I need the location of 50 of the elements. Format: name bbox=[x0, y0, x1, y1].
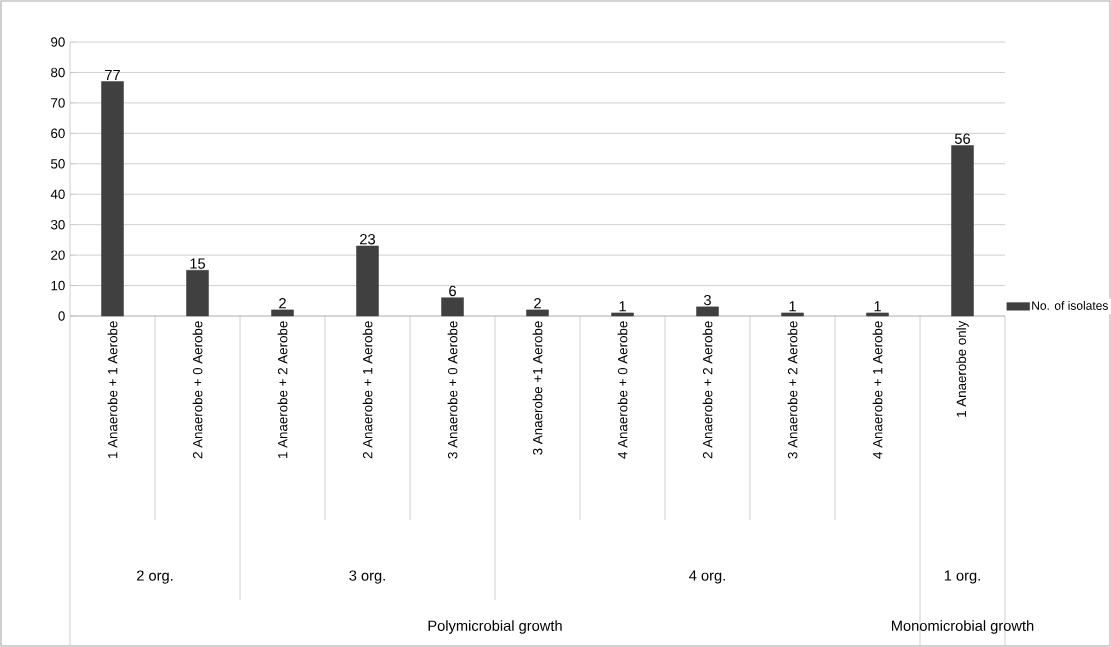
bar bbox=[781, 312, 804, 317]
text: 1 org. bbox=[944, 570, 980, 584]
y-tick-label: 70 bbox=[51, 98, 65, 108]
y-tick-label: 90 bbox=[51, 37, 65, 47]
y-tick-label: 10 bbox=[51, 280, 65, 291]
x-tick-label: 2 Anaerobe + 0 Aerobe bbox=[192, 321, 203, 459]
data-label: 1 bbox=[619, 301, 626, 312]
data-label: 56 bbox=[954, 133, 971, 144]
bar bbox=[271, 309, 294, 317]
x-tick-label: 2 Anaerobe + 1 Aerobe bbox=[362, 321, 373, 459]
text: 3 org. bbox=[349, 570, 385, 584]
legend-label: No. of isolates bbox=[1032, 301, 1108, 310]
y-tick-label: 40 bbox=[50, 189, 65, 199]
data-label: 1 bbox=[874, 301, 881, 312]
data-label: 1 bbox=[789, 301, 796, 312]
text: Monomicrobial growth bbox=[891, 620, 1034, 634]
bar bbox=[866, 312, 889, 317]
data-label: 2 bbox=[534, 298, 541, 309]
x-tick-label: 4 Anaerobe + 0 Aerobe bbox=[617, 321, 628, 459]
data-label: 77 bbox=[105, 69, 120, 80]
x-tick-label: 1 Anaerobe only bbox=[956, 320, 969, 417]
y-tick-label: 20 bbox=[51, 250, 65, 260]
text: Polymicrobial growth bbox=[428, 620, 562, 634]
data-label: 15 bbox=[190, 258, 206, 269]
data-label: 6 bbox=[449, 285, 456, 297]
bar bbox=[696, 306, 719, 317]
bar bbox=[186, 270, 209, 317]
text: 4 org. bbox=[689, 570, 725, 584]
bar bbox=[441, 297, 464, 317]
x-tick-label: 4 Anaerobe + 1 Aerobe bbox=[872, 321, 883, 459]
bar bbox=[101, 81, 124, 317]
y-tick-label: 50 bbox=[51, 159, 65, 169]
y-tick-label: 0 bbox=[58, 311, 65, 321]
x-tick-label: 3 Anaerobe + 2 Aerobe bbox=[787, 321, 798, 459]
x-tick-label: 1 Anaerobe + 2 Aerobe bbox=[277, 321, 288, 458]
data-label: 23 bbox=[360, 234, 376, 245]
data-label: 2 bbox=[279, 298, 286, 309]
bar bbox=[611, 312, 634, 317]
text: 2 org. bbox=[136, 570, 173, 584]
y-tick-label: 30 bbox=[50, 219, 65, 230]
bar bbox=[951, 145, 974, 317]
x-tick-label: 3 Anaerobe +1 Aerobe bbox=[532, 321, 543, 455]
x-tick-label: 3 Anaerobe + 0 Aerobe bbox=[447, 321, 458, 459]
y-tick-label: 60 bbox=[51, 128, 65, 139]
bar bbox=[526, 309, 549, 317]
bar bbox=[356, 245, 379, 317]
x-tick-label: 2 Anaerobe + 2 Aerobe bbox=[702, 321, 713, 459]
y-tick-label: 80 bbox=[51, 67, 65, 78]
data-label: 3 bbox=[703, 294, 711, 306]
x-tick-label: 1 Anaerobe + 1 Aerobe bbox=[107, 321, 118, 458]
